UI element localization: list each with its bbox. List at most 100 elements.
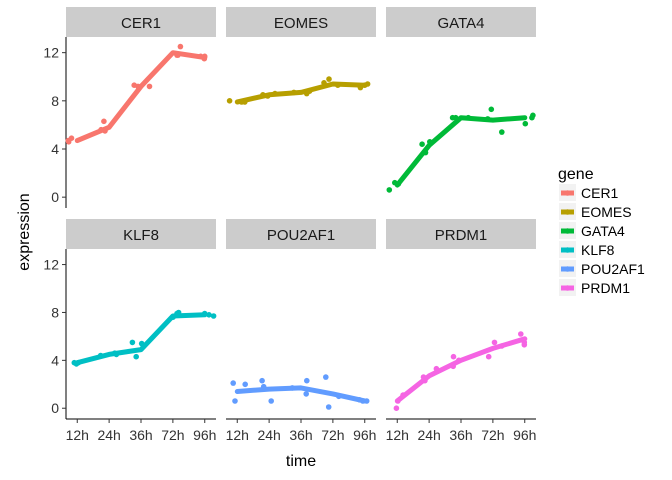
facet-strip-label: PRDM1 xyxy=(435,227,488,244)
data-point-klf8 xyxy=(129,339,136,346)
x-tick-label: 24h xyxy=(417,427,440,443)
data-point-eomes xyxy=(260,92,266,98)
data-point-klf8 xyxy=(133,353,139,360)
facet-strip xyxy=(66,219,216,249)
y-tick-label: 0 xyxy=(51,400,59,416)
data-point-gata4 xyxy=(529,114,535,121)
data-point-eomes xyxy=(357,84,364,91)
data-point-eomes xyxy=(321,80,327,86)
legend-label-pou2af1: POU2AF1 xyxy=(581,261,645,277)
data-point-gata4 xyxy=(452,114,459,121)
data-point-prdm1 xyxy=(485,353,492,360)
data-point-eomes xyxy=(272,90,278,97)
data-point-prdm1 xyxy=(450,353,457,360)
facet-strip xyxy=(226,7,376,37)
data-point-pou2af1 xyxy=(259,377,265,384)
data-point-eomes xyxy=(326,76,332,82)
data-point-pou2af1 xyxy=(230,380,236,386)
data-point-prdm1 xyxy=(420,374,427,380)
y-tick-label: 12 xyxy=(43,45,59,61)
facet-strip-label: GATA4 xyxy=(438,15,485,32)
facet-gata4: GATA4 xyxy=(386,7,536,193)
data-point-prdm1 xyxy=(491,339,498,346)
legend-label-cer1: CER1 xyxy=(581,185,619,201)
facet-strip xyxy=(226,219,376,249)
data-point-klf8 xyxy=(170,314,176,321)
data-point-pou2af1 xyxy=(304,377,310,384)
data-point-eomes xyxy=(306,88,313,94)
y-tick-label: 12 xyxy=(43,257,59,273)
x-tick-label: 96h xyxy=(193,427,216,443)
facet-strip-label: KLF8 xyxy=(123,227,159,244)
x-tick-label: 36h xyxy=(289,427,312,443)
series-line-pou2af1 xyxy=(234,385,368,404)
data-point-gata4 xyxy=(465,114,472,121)
x-tick-label: 12h xyxy=(386,427,409,443)
data-point-gata4 xyxy=(422,149,429,156)
y-tick-label: 8 xyxy=(51,93,59,109)
series-line-prdm1 xyxy=(394,336,528,404)
data-point-cer1 xyxy=(177,43,184,50)
data-point-pou2af1 xyxy=(268,398,275,404)
x-tick-label: 12h xyxy=(226,427,249,443)
data-point-prdm1 xyxy=(456,357,462,364)
legend-title: gene xyxy=(558,166,594,183)
data-point-cer1 xyxy=(135,83,141,90)
x-tick-label: 72h xyxy=(481,427,504,443)
legend-label-klf8: KLF8 xyxy=(581,242,615,258)
data-point-gata4 xyxy=(499,129,505,135)
data-point-prdm1 xyxy=(393,405,400,412)
legend-label-prdm1: PRDM1 xyxy=(581,280,630,296)
data-point-gata4 xyxy=(427,139,433,145)
data-point-klf8 xyxy=(201,310,208,317)
facet-prdm1: PRDM1 12h 24h 36h 72h 96h xyxy=(386,219,536,443)
facet-pou2af1: POU2AF1 12h 24h 36h 72h 96h xyxy=(226,219,376,443)
x-tick-label: 36h xyxy=(449,427,472,443)
data-point-gata4 xyxy=(488,106,495,113)
legend-key-point-pou2af1 xyxy=(564,266,571,272)
x-tick-label: 72h xyxy=(321,427,344,443)
facet-klf8: KLF8 0 4 8 12 12h 24h 36h 72h 96h xyxy=(43,219,216,443)
data-point-prdm1 xyxy=(395,398,401,404)
facet-strip-label: CER1 xyxy=(121,15,161,32)
data-point-eomes xyxy=(226,98,233,104)
data-point-gata4 xyxy=(386,187,393,193)
legend-label-gata4: GATA4 xyxy=(581,223,625,239)
data-point-gata4 xyxy=(484,116,491,122)
x-tick-label: 12h xyxy=(66,427,89,443)
data-point-gata4 xyxy=(392,179,398,186)
y-axis-title: expression xyxy=(16,193,33,270)
data-point-eomes xyxy=(335,82,341,88)
data-point-cer1 xyxy=(98,126,104,133)
x-tick-label: 96h xyxy=(513,427,536,443)
facet-strip-label: EOMES xyxy=(274,15,328,32)
legend-label-eomes: EOMES xyxy=(581,204,632,220)
data-point-pou2af1 xyxy=(360,398,366,404)
data-point-prdm1 xyxy=(518,331,524,337)
data-point-klf8 xyxy=(97,352,104,359)
data-point-pou2af1 xyxy=(323,374,329,380)
data-point-klf8 xyxy=(174,310,180,317)
series-line-eomes xyxy=(234,81,368,105)
y-tick-label: 4 xyxy=(51,141,59,157)
data-point-klf8 xyxy=(111,350,118,357)
series-line-klf8 xyxy=(74,312,208,366)
facet-cer1: CER1 0 4 8 12 xyxy=(43,7,216,208)
data-point-cer1 xyxy=(65,139,72,145)
data-point-klf8 xyxy=(210,313,217,319)
data-point-pou2af1 xyxy=(242,381,248,388)
y-tick-label: 0 xyxy=(51,189,59,205)
data-point-cer1 xyxy=(201,53,208,60)
facet-strip xyxy=(386,219,536,249)
data-point-prdm1 xyxy=(400,392,406,398)
facet-panels: CER1 0 4 8 12 EOMES GATA4 KLF8 0 4 8 12 12h 24h 36h 72h… xyxy=(43,7,536,443)
data-point-pou2af1 xyxy=(303,391,310,397)
legend-key-point-cer1 xyxy=(564,190,571,196)
x-tick-label: 24h xyxy=(257,427,280,443)
legend-key-point-klf8 xyxy=(564,247,571,253)
legend-key-point-eomes xyxy=(564,209,571,215)
data-point-eomes xyxy=(264,93,271,99)
x-tick-label: 36h xyxy=(129,427,152,443)
facet-eomes: EOMES xyxy=(226,7,376,105)
